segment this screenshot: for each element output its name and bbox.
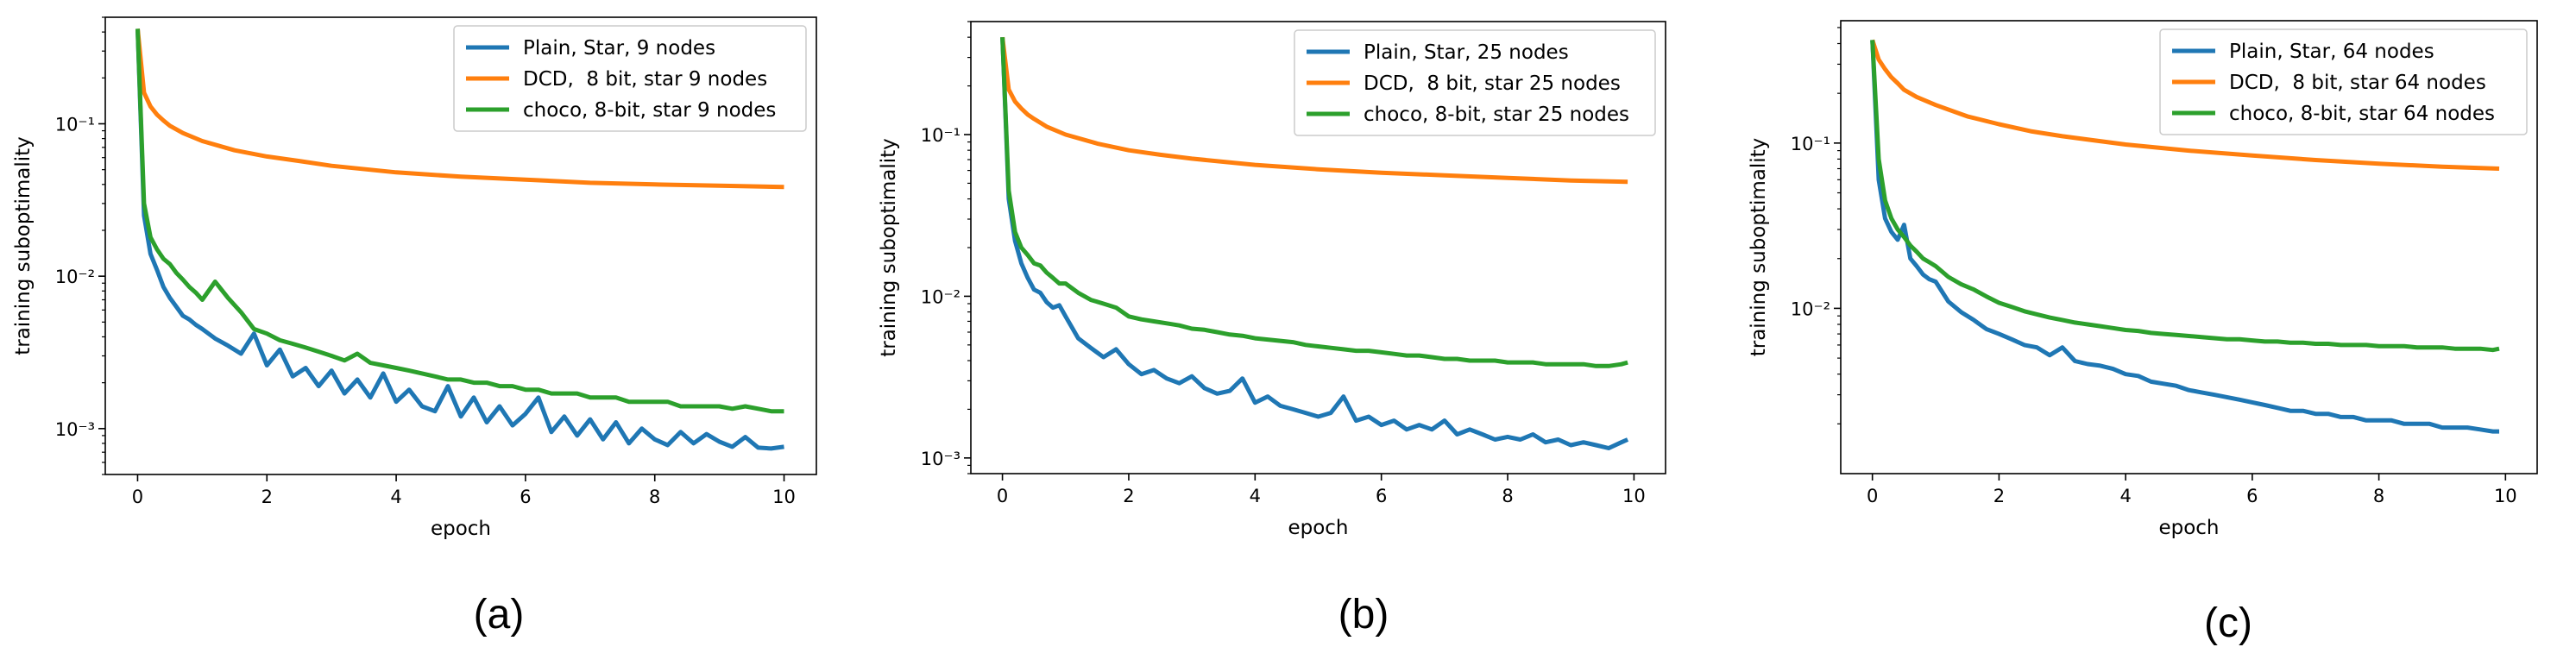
chart-panel-a: 0 2 4 6 8 10 10⁻³ 10⁻² 10⁻¹ epoch training subopti… (12, 16, 817, 638)
panel-caption: (b) (1338, 592, 1389, 638)
x-axis-label: epoch (431, 518, 491, 540)
x-axis-label: epoch (2158, 517, 2219, 539)
x-tick-label: 0 (997, 486, 1008, 506)
panel-caption: (a) (474, 592, 525, 638)
y-tick-label: 10⁻¹ (1791, 134, 1830, 154)
y-tick-label: 10⁻¹ (921, 125, 960, 146)
legend: Plain, Star, 25 nodes DCD, 8 bit, star 25… (1294, 29, 1656, 136)
y-tick-label: 10⁻¹ (55, 114, 95, 135)
legend-box (2159, 28, 2528, 135)
series-line-dcd-8-bit-star-9-nodes (135, 28, 784, 190)
legend-entry: DCD, 8 bit, star 25 nodes (1364, 72, 1621, 95)
series-line-dcd-8-bit-star-64-nodes (1870, 39, 2500, 171)
x-tick-label: 2 (261, 487, 273, 507)
y-axis-label: training suboptimality (878, 138, 900, 357)
x-tick-label: 8 (1502, 486, 1513, 506)
x-tick-label: 6 (2246, 486, 2258, 506)
y-tick-label: 10⁻² (921, 286, 960, 307)
series-line-plain-star-64-nodes (1870, 40, 2499, 434)
legend-box (453, 25, 807, 132)
series-lines (135, 28, 784, 451)
legend-entry: DCD, 8 bit, star 9 nodes (523, 68, 767, 91)
series-line-choco-8-bit-star-64-nodes (1870, 40, 2500, 353)
legend-entry: DCD, 8 bit, star 64 nodes (2229, 72, 2486, 94)
x-tick-label: 4 (2119, 486, 2131, 506)
x-tick-label: 4 (1250, 486, 1261, 506)
y-tick-label: 10⁻³ (921, 449, 960, 469)
y-tick-label: 10⁻² (1791, 298, 1830, 319)
legend-entry: Plain, Star, 25 nodes (1364, 41, 1569, 64)
plot-frame (104, 16, 817, 475)
y-tick-label: 10⁻³ (55, 419, 95, 440)
legend-entry: Plain, Star, 64 nodes (2229, 41, 2434, 63)
legend-entry: choco, 8-bit, star 9 nodes (523, 99, 776, 122)
legend-entry: Plain, Star, 9 nodes (523, 37, 715, 60)
chart-panel-c: 0 2 4 6 8 10 10⁻² 10⁻¹ epoch training suboptimali… (1748, 20, 2538, 646)
x-tick-label: 8 (649, 487, 660, 507)
x-tick-label: 6 (1376, 486, 1387, 506)
legend-entry: choco, 8-bit, star 25 nodes (1364, 104, 1629, 126)
series-lines (1000, 36, 1629, 450)
legend: Plain, Star, 64 nodes DCD, 8 bit, star 64… (2159, 28, 2528, 135)
series-lines (1870, 39, 2500, 434)
x-tick-label: 10 (1622, 486, 1646, 506)
x-tick-label: 10 (772, 487, 796, 507)
x-tick-label: 6 (520, 487, 531, 507)
series-line-plain-star-9-nodes (135, 28, 784, 451)
x-tick-label: 10 (2494, 486, 2517, 506)
series-line-choco-8-bit-star-25-nodes (1000, 37, 1628, 368)
x-tick-label: 2 (1993, 486, 2005, 506)
series-line-dcd-8-bit-star-25-nodes (1000, 36, 1628, 185)
legend-entry: choco, 8-bit, star 64 nodes (2229, 103, 2495, 125)
y-axis-label: training suboptimality (1748, 138, 1770, 357)
legend-box (1294, 29, 1656, 136)
x-tick-label: 2 (1123, 486, 1134, 506)
chart-panel-b: 0 2 4 6 8 10 10⁻³ 10⁻² 10⁻¹ epoch training subopti… (878, 21, 1666, 638)
x-axis-label: epoch (1288, 517, 1348, 539)
panel-caption: (c) (2204, 600, 2252, 646)
x-tick-label: 8 (2373, 486, 2384, 506)
y-tick-label: 10⁻² (55, 267, 95, 287)
plot-frame (1840, 20, 2538, 474)
y-axis-label: training suboptimality (12, 136, 35, 355)
legend: Plain, Star, 9 nodes DCD, 8 bit, star 9 n… (453, 25, 807, 132)
series-line-plain-star-25-nodes (1000, 37, 1629, 450)
series-line-choco-8-bit-star-9-nodes (135, 28, 784, 414)
x-tick-label: 0 (1867, 486, 1878, 506)
x-tick-label: 4 (390, 487, 401, 507)
x-tick-label: 0 (132, 487, 143, 507)
